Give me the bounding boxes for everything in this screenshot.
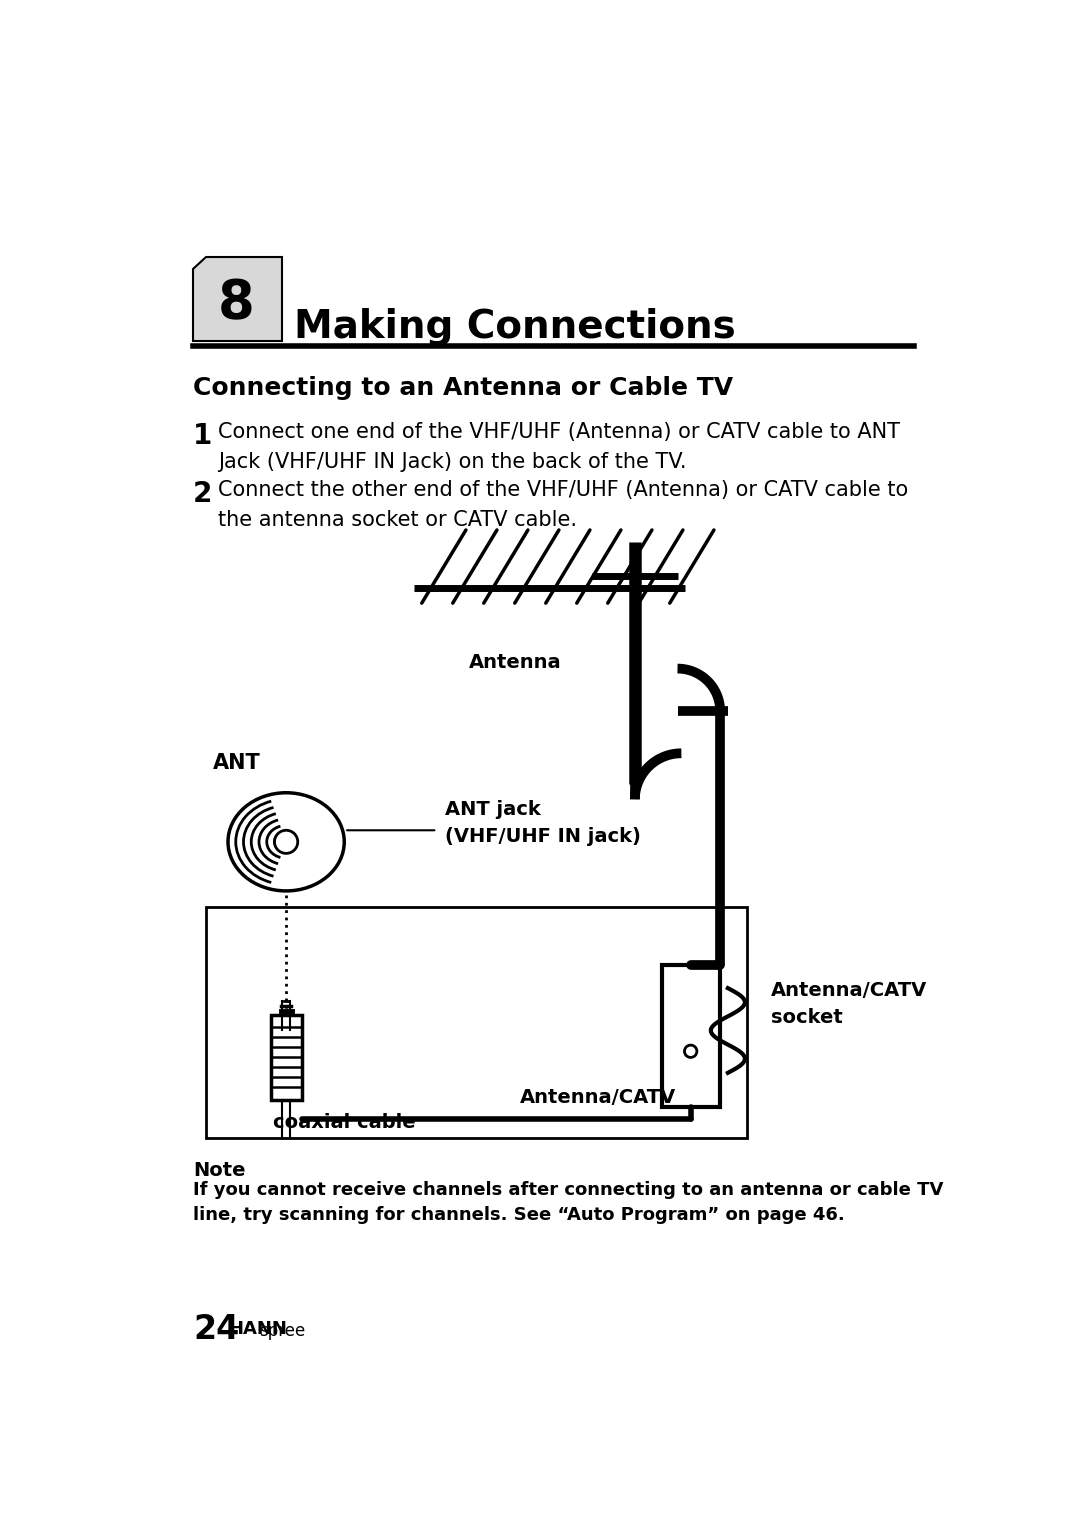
Text: ANT jack: ANT jack (445, 800, 541, 818)
Ellipse shape (228, 792, 345, 891)
Text: If you cannot receive channels after connecting to an antenna or cable TV
line, : If you cannot receive channels after con… (193, 1180, 944, 1225)
Text: ANT: ANT (213, 754, 260, 774)
Text: Note: Note (193, 1162, 245, 1180)
Text: spree: spree (259, 1321, 306, 1339)
Text: 8: 8 (218, 277, 255, 329)
Text: Connect the other end of the VHF/UHF (Antenna) or CATV cable to
the antenna sock: Connect the other end of the VHF/UHF (An… (218, 480, 908, 529)
Text: socket: socket (770, 1008, 842, 1026)
Text: Making Connections: Making Connections (294, 309, 735, 347)
Text: coaxial cable: coaxial cable (273, 1113, 416, 1133)
Circle shape (685, 1046, 697, 1058)
Text: 2: 2 (193, 480, 213, 508)
Text: (VHF/UHF IN jack): (VHF/UHF IN jack) (445, 827, 640, 846)
Polygon shape (193, 257, 282, 341)
Bar (206, 907, 747, 1138)
Text: 24: 24 (193, 1313, 240, 1346)
Text: Antenna/CATV: Antenna/CATV (519, 1089, 676, 1107)
Text: HANN: HANN (228, 1320, 287, 1338)
Text: Connect one end of the VHF/UHF (Antenna) or CATV cable to ANT
Jack (VHF/UHF IN J: Connect one end of the VHF/UHF (Antenna)… (218, 422, 900, 472)
Text: Connecting to an Antenna or Cable TV: Connecting to an Antenna or Cable TV (193, 376, 733, 401)
Bar (271, 1015, 301, 1099)
Text: 1: 1 (193, 422, 213, 450)
Bar (662, 965, 720, 1107)
Text: Antenna/CATV: Antenna/CATV (770, 980, 927, 1000)
Circle shape (274, 830, 298, 853)
Text: Antenna: Antenna (469, 653, 562, 673)
